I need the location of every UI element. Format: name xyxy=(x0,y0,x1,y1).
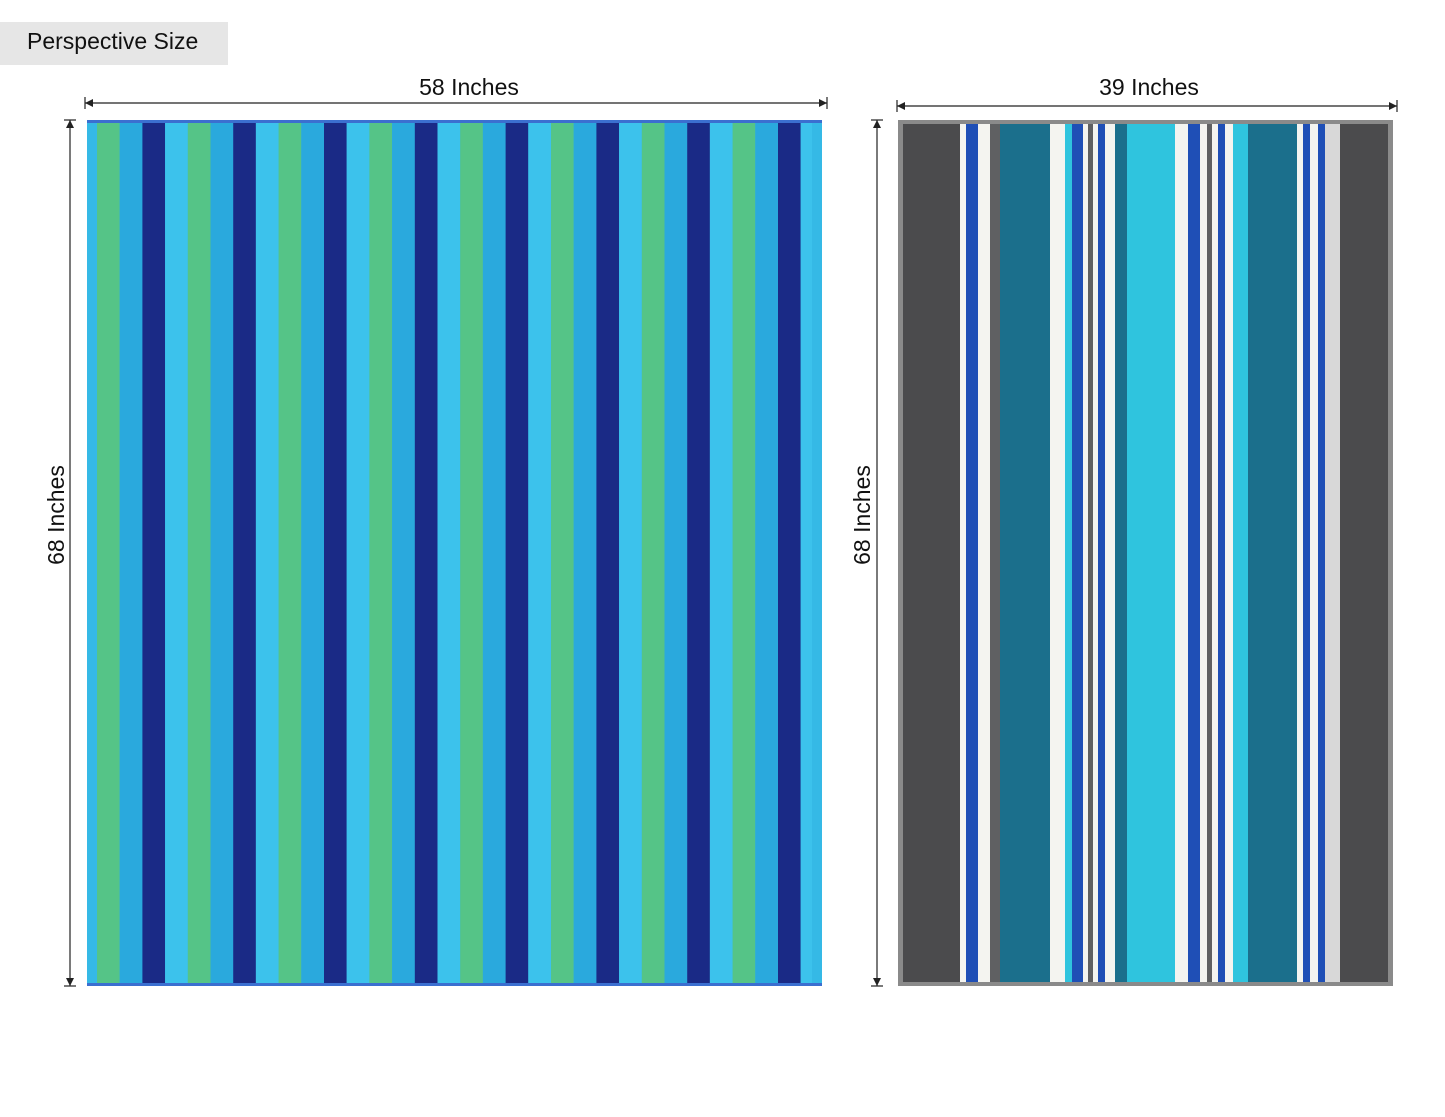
height-dimension xyxy=(871,119,883,987)
stripe xyxy=(392,120,415,986)
stripe xyxy=(301,120,324,986)
stripe xyxy=(551,120,574,986)
stripe xyxy=(966,124,978,982)
stripe xyxy=(960,124,966,982)
stripe xyxy=(664,120,688,986)
stripe xyxy=(1093,124,1098,982)
stripe xyxy=(1318,124,1325,982)
height-label: 68 Inches xyxy=(43,465,69,565)
stripe xyxy=(1050,124,1065,982)
stripe xyxy=(1303,124,1310,982)
stripe xyxy=(255,120,279,986)
stripe xyxy=(1297,124,1303,982)
stripe xyxy=(233,120,256,986)
stripe xyxy=(482,120,506,986)
stripe xyxy=(709,120,733,986)
stripe xyxy=(324,120,347,986)
stripe xyxy=(210,120,234,986)
stripe xyxy=(369,120,393,986)
stripe xyxy=(1065,124,1072,982)
stripe xyxy=(573,120,597,986)
height-dimension xyxy=(64,119,76,987)
width-dimension xyxy=(896,100,1398,112)
stripe xyxy=(165,120,188,986)
stripe xyxy=(619,120,642,986)
stripe xyxy=(1248,124,1297,982)
stripe xyxy=(1175,124,1188,982)
towel-striped-blue-green xyxy=(87,120,822,986)
stripe xyxy=(437,120,461,986)
towel-striped-gray-teal xyxy=(898,120,1393,986)
stripe xyxy=(119,120,143,986)
stripe xyxy=(755,120,778,986)
badge-text: Perspective Size xyxy=(27,28,198,54)
stripe xyxy=(1115,124,1127,982)
stripe xyxy=(1000,124,1050,982)
hem xyxy=(87,983,822,986)
stripe xyxy=(1105,124,1115,982)
stripe xyxy=(528,120,551,986)
stripe xyxy=(732,120,756,986)
stripe xyxy=(1088,124,1093,982)
stripe xyxy=(800,120,812,986)
width-label: 39 Inches xyxy=(1099,74,1199,100)
stripe xyxy=(1310,124,1318,982)
hem xyxy=(87,120,822,123)
stripe xyxy=(1127,124,1175,982)
stripe xyxy=(1098,124,1105,982)
stripe xyxy=(641,120,665,986)
badge-box xyxy=(0,22,228,65)
stripe xyxy=(1188,124,1200,982)
stripe xyxy=(346,120,370,986)
stripe xyxy=(778,120,801,986)
stripe xyxy=(978,124,990,982)
stripe xyxy=(505,120,529,986)
stripe xyxy=(1340,124,1388,982)
stripe xyxy=(142,120,166,986)
width-dimension xyxy=(84,97,828,109)
height-label: 68 Inches xyxy=(849,465,875,565)
stripe xyxy=(903,124,960,982)
stripe xyxy=(414,120,438,986)
stripe xyxy=(990,124,1000,982)
stripe xyxy=(1200,124,1207,982)
stripe xyxy=(687,120,710,986)
stripe xyxy=(1218,124,1225,982)
stripe xyxy=(1212,124,1218,982)
stripe xyxy=(97,120,120,986)
stripe xyxy=(278,120,302,986)
stripe xyxy=(1233,124,1248,982)
width-label: 58 Inches xyxy=(419,74,519,100)
stripe xyxy=(187,120,211,986)
stripe xyxy=(1207,124,1212,982)
stripe xyxy=(1072,124,1083,982)
stripe xyxy=(596,120,620,986)
stripe xyxy=(1225,124,1233,982)
stripe xyxy=(460,120,483,986)
stripe xyxy=(1325,124,1340,982)
stripe xyxy=(1083,124,1088,982)
